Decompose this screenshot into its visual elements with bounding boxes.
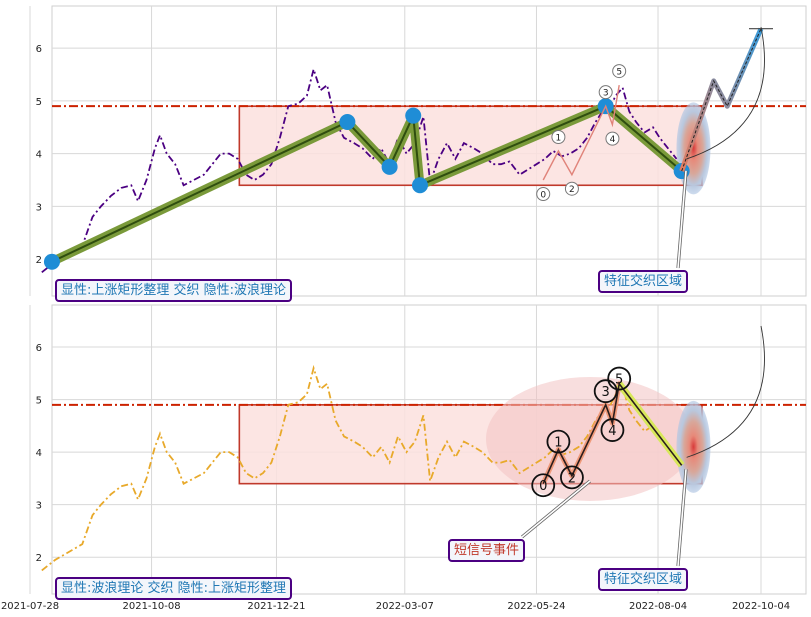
wave-label-circle bbox=[612, 64, 627, 79]
wave-label-circle bbox=[546, 429, 571, 454]
top-zone-label: 特征交织区域 bbox=[598, 270, 689, 293]
wave-line bbox=[542, 381, 683, 485]
price-line bbox=[41, 66, 678, 274]
wave-label-circle bbox=[607, 366, 632, 391]
x-tick-label: 2021-12-21 bbox=[247, 601, 305, 612]
pivot-point bbox=[405, 107, 422, 124]
pivot-point bbox=[43, 253, 60, 270]
wave-label: 5 bbox=[615, 373, 623, 388]
wave-label: 2 bbox=[568, 471, 576, 486]
wave-label-circle bbox=[560, 465, 584, 490]
y-tick-label: 5 bbox=[36, 97, 42, 108]
y-tick-label: 2 bbox=[36, 553, 42, 564]
y-tick-label: 5 bbox=[36, 396, 42, 407]
pivot-point bbox=[381, 158, 398, 175]
projection-line bbox=[681, 28, 762, 172]
y-tick-label: 4 bbox=[36, 448, 42, 459]
feature-zone-glow bbox=[676, 400, 711, 493]
wave-label-circle bbox=[605, 131, 620, 146]
wave-label: 4 bbox=[608, 424, 616, 439]
y-tick-label: 4 bbox=[36, 150, 42, 161]
wave-label: 0 bbox=[539, 479, 547, 494]
y-tick-label: 6 bbox=[36, 44, 42, 55]
wave-label: 4 bbox=[610, 135, 616, 145]
bottom-title-box: 显性:波浪理论 交织 隐性:上涨矩形整理 bbox=[55, 577, 293, 600]
zone-pointer-arrow-inner bbox=[677, 469, 687, 567]
bottom-zone-label: 特征交织区域 bbox=[598, 568, 689, 591]
x-tick-label: 2021-10-08 bbox=[122, 601, 180, 612]
y-tick-label: 2 bbox=[36, 255, 42, 266]
y-tick-label: 3 bbox=[36, 501, 42, 512]
y-tick-label: 3 bbox=[36, 202, 42, 213]
wave-label-circle bbox=[593, 379, 618, 404]
y-tick-label: 6 bbox=[36, 343, 42, 354]
feature-zone-glow bbox=[676, 102, 711, 195]
wave-label: 1 bbox=[556, 134, 562, 144]
target-arrow bbox=[686, 325, 765, 458]
top-title-box: 显性:上涨矩形整理 交织 隐性:波浪理论 bbox=[55, 279, 293, 302]
signal-pointer-arrow-inner bbox=[521, 480, 591, 538]
target-arrow bbox=[686, 27, 765, 160]
wave-label-circle bbox=[598, 85, 613, 100]
wave-label-circle bbox=[600, 418, 625, 442]
wave-label: 3 bbox=[602, 385, 610, 400]
x-tick-label: 2022-10-04 bbox=[732, 601, 790, 612]
wave-label: 5 bbox=[616, 68, 622, 78]
wave-label-circle bbox=[531, 473, 556, 498]
pivot-point bbox=[411, 177, 428, 194]
wave-label: 0 bbox=[540, 191, 546, 201]
signal-event-label: 短信号事件 bbox=[448, 539, 526, 562]
wave-label-circle bbox=[536, 187, 551, 201]
x-tick-label: 2022-03-07 bbox=[376, 601, 434, 612]
wave-path bbox=[542, 84, 620, 181]
wave-label-circle bbox=[551, 130, 566, 144]
price-line bbox=[41, 364, 678, 572]
wave-label: 2 bbox=[569, 185, 575, 195]
x-tick-label: 2022-08-04 bbox=[629, 601, 687, 612]
zone-pointer-arrow-inner bbox=[677, 170, 687, 269]
wave-label: 3 bbox=[603, 89, 609, 99]
wave-label-circle bbox=[564, 181, 579, 196]
x-tick-label: 2022-05-24 bbox=[507, 601, 565, 612]
wave-label: 1 bbox=[554, 436, 562, 451]
pivot-point bbox=[339, 114, 356, 130]
x-tick-label: 2021-07-28 bbox=[1, 601, 59, 612]
